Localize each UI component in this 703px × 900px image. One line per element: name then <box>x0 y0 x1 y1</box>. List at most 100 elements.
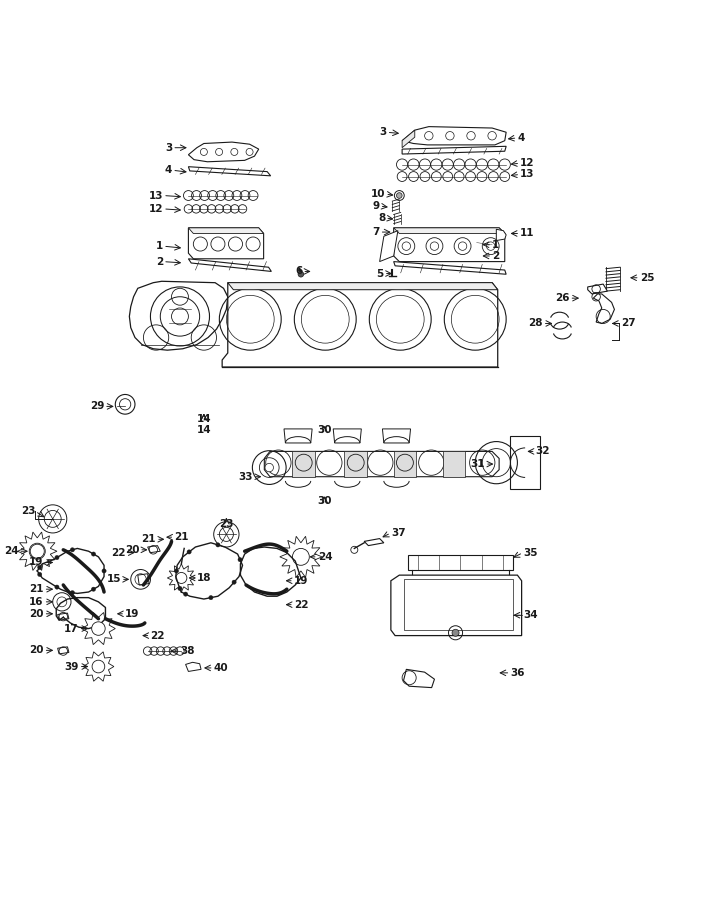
Circle shape <box>91 552 96 556</box>
Polygon shape <box>402 147 506 154</box>
Text: 21: 21 <box>29 584 44 594</box>
Text: 8: 8 <box>378 213 385 223</box>
Polygon shape <box>402 127 506 145</box>
Polygon shape <box>188 228 264 233</box>
Text: 2: 2 <box>492 251 499 261</box>
Polygon shape <box>391 575 522 635</box>
Polygon shape <box>292 452 315 477</box>
Circle shape <box>265 464 273 472</box>
Circle shape <box>55 555 59 560</box>
Circle shape <box>92 661 105 673</box>
Circle shape <box>70 548 75 552</box>
Circle shape <box>102 569 106 573</box>
Circle shape <box>183 592 188 596</box>
Text: 26: 26 <box>555 293 569 303</box>
Text: 21: 21 <box>141 535 156 544</box>
Circle shape <box>174 569 179 573</box>
Circle shape <box>91 622 105 635</box>
Polygon shape <box>404 670 434 688</box>
Circle shape <box>172 308 188 325</box>
Text: 39: 39 <box>65 662 79 671</box>
Text: 38: 38 <box>180 646 195 656</box>
Text: 7: 7 <box>373 227 380 237</box>
Polygon shape <box>588 284 607 294</box>
Polygon shape <box>394 228 505 262</box>
Text: 20: 20 <box>29 645 44 655</box>
Circle shape <box>37 572 42 577</box>
Text: 22: 22 <box>110 547 125 558</box>
Text: 36: 36 <box>510 668 525 678</box>
Text: 6: 6 <box>295 266 302 276</box>
Text: 40: 40 <box>214 663 228 673</box>
Circle shape <box>37 565 42 570</box>
Text: 13: 13 <box>520 169 535 179</box>
Text: 12: 12 <box>520 158 535 168</box>
Polygon shape <box>222 283 498 367</box>
Text: 20: 20 <box>124 544 139 554</box>
Text: 32: 32 <box>536 446 550 456</box>
Polygon shape <box>188 259 271 272</box>
Text: 1: 1 <box>156 241 163 251</box>
Circle shape <box>178 587 182 590</box>
Circle shape <box>187 550 191 554</box>
Text: 25: 25 <box>640 273 654 283</box>
Text: 19: 19 <box>125 608 139 619</box>
Circle shape <box>176 572 187 583</box>
Text: 35: 35 <box>523 547 538 558</box>
Circle shape <box>91 587 96 591</box>
Circle shape <box>298 272 304 277</box>
Polygon shape <box>380 230 398 262</box>
Circle shape <box>30 544 44 558</box>
Circle shape <box>452 629 459 636</box>
Text: 19: 19 <box>294 576 308 586</box>
Text: 23: 23 <box>219 518 233 529</box>
Text: 30: 30 <box>318 426 332 436</box>
Polygon shape <box>394 452 416 477</box>
Text: 12: 12 <box>148 204 163 214</box>
Text: 13: 13 <box>148 191 163 201</box>
Text: 5: 5 <box>377 268 384 278</box>
Polygon shape <box>394 228 505 233</box>
Text: 14: 14 <box>197 425 211 435</box>
Text: 1: 1 <box>492 239 499 249</box>
Polygon shape <box>344 452 367 477</box>
Text: 17: 17 <box>64 624 79 634</box>
Text: 22: 22 <box>150 631 165 641</box>
Text: 10: 10 <box>370 189 385 199</box>
Text: 3: 3 <box>380 127 387 137</box>
Circle shape <box>209 596 213 599</box>
Polygon shape <box>443 452 465 477</box>
Text: 4: 4 <box>517 133 524 143</box>
Text: 27: 27 <box>621 319 636 328</box>
Text: 22: 22 <box>294 599 309 609</box>
Text: 4: 4 <box>165 166 172 176</box>
Polygon shape <box>228 283 498 290</box>
Polygon shape <box>188 142 259 162</box>
Text: 29: 29 <box>90 401 104 411</box>
Circle shape <box>70 590 75 595</box>
Text: 9: 9 <box>373 201 380 212</box>
Text: 24: 24 <box>4 546 18 556</box>
Text: 16: 16 <box>29 597 44 607</box>
Polygon shape <box>188 228 264 259</box>
Polygon shape <box>129 282 228 350</box>
Text: 19: 19 <box>30 557 44 568</box>
Text: 18: 18 <box>197 573 212 583</box>
Text: 34: 34 <box>523 610 538 620</box>
Polygon shape <box>408 555 513 570</box>
Polygon shape <box>188 166 271 176</box>
Polygon shape <box>264 452 499 477</box>
Polygon shape <box>593 294 614 323</box>
Circle shape <box>232 580 236 584</box>
Circle shape <box>396 193 402 198</box>
Text: 15: 15 <box>106 574 121 584</box>
Polygon shape <box>496 230 506 240</box>
Polygon shape <box>402 130 415 148</box>
Text: 33: 33 <box>238 472 253 482</box>
Text: 3: 3 <box>165 143 172 153</box>
Text: 28: 28 <box>528 319 543 328</box>
Text: 37: 37 <box>391 528 406 538</box>
Text: 24: 24 <box>318 552 333 562</box>
Text: 30: 30 <box>318 496 332 506</box>
Circle shape <box>238 558 243 562</box>
